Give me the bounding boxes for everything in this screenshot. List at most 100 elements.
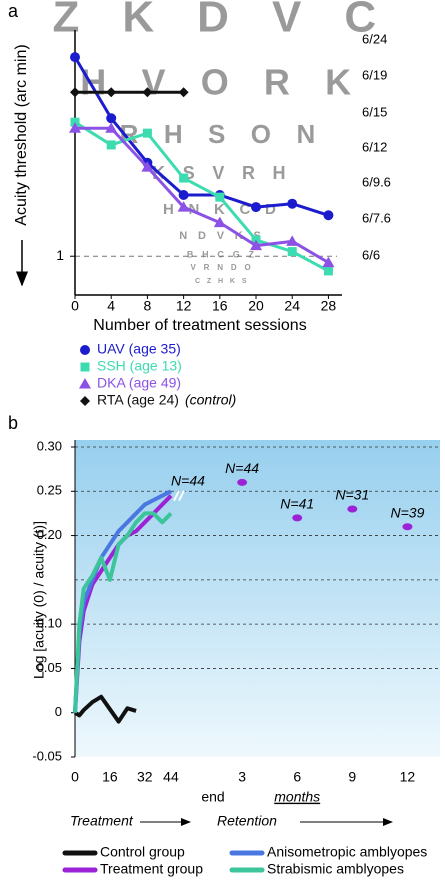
phase-label: Treatment [70,813,134,829]
marker [70,52,80,63]
x2-tick-label: 9 [348,769,356,785]
legend-label: DKA (age 49) [97,375,181,391]
n-label: N=44 [171,472,205,488]
legend-marker [79,378,91,389]
x-tick-label: 12 [176,298,192,314]
y-axis-label: Log [acuity (0) / acuity (t)] [31,521,47,679]
marker [250,239,263,251]
marker [323,210,334,221]
chart-letters: C Z H K S [195,278,249,285]
x-tick-label: 20 [248,298,264,314]
marker [178,87,189,98]
marker [141,161,154,172]
y-tick-label: -0.05 [32,748,62,763]
retention-point [292,514,303,522]
plot-background [75,440,440,757]
x-tick-label: 28 [321,298,337,314]
marker [323,266,333,276]
n-label: N=44 [225,460,259,476]
chart-letters: H V O R K [80,62,363,103]
retention-point [237,478,248,486]
legend-note: (control) [185,392,236,408]
panel-label: a [8,1,19,21]
marker [178,190,189,201]
y-tick-label: 1 [56,247,64,263]
marker [70,117,80,127]
marker [105,122,118,133]
legend-label: Strabismic amblyopes [267,861,404,877]
marker [177,201,190,212]
legend-label: RTA (age 24) [97,392,179,408]
y2-tick-label: 6/19 [362,68,387,83]
y2-tick-label: 6/12 [362,139,387,154]
x-tick-label: 24 [284,298,300,314]
series-line [73,511,173,713]
x2-tick-label: 12 [400,769,416,785]
marker [286,235,299,246]
y-tick-label: 0.30 [37,438,62,453]
x2-tick-label: 6 [293,769,301,785]
series-line [74,120,330,273]
marker [287,247,297,257]
y-axis-label: Acuity threshold (arc min) [13,44,30,225]
x-tick-label: 4 [107,298,115,314]
retention-point [402,523,413,531]
marker [106,113,117,124]
n-label: N=31 [335,487,369,503]
x-tick-label: 44 [163,769,179,785]
x-tick-label: 16 [212,298,228,314]
y2-tick-label: 6/7.6 [362,210,391,225]
legend-label: UAV (age 35) [97,341,181,357]
chart-letters: Z K D V C [52,0,391,42]
x-tick-label: 16 [102,769,118,785]
marker [106,140,116,150]
x-end-label: end [201,789,224,805]
x-tick-label: 0 [71,769,79,785]
marker [69,122,81,133]
x2-tick-label: 3 [238,769,246,785]
marker [213,216,226,228]
marker [287,198,298,209]
legend-label: Anisometropic amblyopes [267,844,427,860]
legend-marker [80,362,90,372]
legend-marker [80,396,90,406]
legend-label: Treatment group [100,861,203,877]
legend-marker [80,345,90,355]
retention-point [347,505,358,513]
marker [179,173,189,183]
y2-tick-label: 6/15 [362,105,387,120]
marker [142,87,153,98]
y-tick-label: 0.10 [37,616,62,631]
y2-tick-label: 6/9.6 [362,174,391,189]
y2-tick-label: 6/6 [362,248,380,263]
legend-label: Control group [100,844,185,860]
chart-letters: B H C G Z [187,249,257,259]
n-label: N=39 [391,504,425,520]
panel-label: b [8,413,18,433]
marker [142,128,152,138]
y-tick-label: 0.20 [37,527,62,542]
x-tick-label: 32 [137,769,153,785]
x-axis-label: Number of treatment sessions [93,317,306,334]
y-tick-label: 0.25 [37,483,62,498]
chart-letters: R H S O N [120,119,325,149]
y-tick-label: 0.05 [37,660,62,675]
y2-tick-label: 6/24 [362,31,387,46]
legend-label: SSH (age 13) [97,358,182,374]
series-line [73,56,329,217]
marker [251,202,262,213]
y-tick-label: 0 [55,704,62,719]
chart-letters: N D V K S [179,230,264,242]
x-tick-label: 8 [144,298,152,314]
series-line [75,126,330,264]
axis-break [173,490,180,502]
marker [322,256,335,268]
marker [106,87,117,98]
axis-break [178,490,185,502]
x2-axis-label: months [274,789,320,805]
n-label: N=41 [280,496,314,512]
chart-letters: V R N D O [191,263,254,272]
x-tick-label: 0 [71,298,79,314]
